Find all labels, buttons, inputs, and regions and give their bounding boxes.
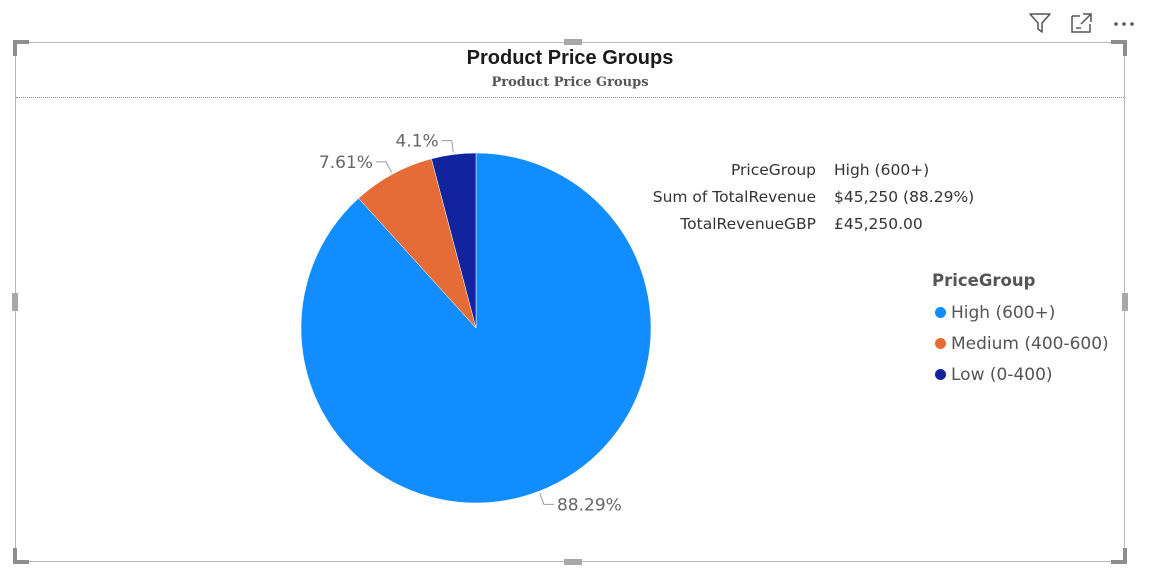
data-tooltip: PriceGroup High (600+) Sum of TotalReven… (620, 156, 975, 237)
data-label: 88.29% (557, 495, 622, 515)
chart-subtitle: Product Price Groups (491, 75, 649, 90)
legend-label: Medium (400-600) (951, 333, 1109, 354)
resize-handle-right[interactable] (1122, 293, 1128, 311)
tooltip-key: TotalRevenueGBP (680, 214, 816, 233)
pie-slice-low[interactable] (431, 152, 477, 329)
title-divider (16, 97, 1124, 98)
resize-handle-bottom-right[interactable] (1111, 548, 1127, 564)
data-label: 4.1% (396, 132, 439, 152)
resize-handle-top-right[interactable] (1111, 40, 1127, 56)
data-label: 7.61% (319, 153, 373, 173)
tooltip-value: High (600+) (834, 160, 930, 179)
tooltip-value: £45,250.00 (834, 214, 923, 233)
tooltip-row: TotalRevenueGBP £45,250.00 (620, 210, 974, 237)
filter-icon[interactable] (1026, 9, 1054, 37)
legend-marker (935, 338, 946, 349)
tooltip-row: PriceGroup High (600+) (620, 156, 974, 183)
legend-item-high[interactable]: High (600+) (932, 297, 1109, 328)
legend-item-medium[interactable]: Medium (400-600) (932, 328, 1109, 359)
more-options-icon[interactable] (1110, 9, 1138, 37)
legend-title: PriceGroup (932, 271, 1036, 290)
legend-item-low[interactable]: Low (0-400) (932, 359, 1109, 390)
resize-handle-top-left[interactable] (13, 40, 29, 56)
legend-label: High (600+) (951, 302, 1056, 323)
data-label-leader-line (441, 140, 454, 153)
focus-mode-icon[interactable] (1068, 9, 1096, 37)
resize-handle-top[interactable] (564, 39, 582, 45)
legend-label: Low (0-400) (951, 364, 1053, 385)
tooltip-key: PriceGroup (730, 160, 816, 179)
legend-marker (935, 369, 946, 380)
resize-handle-bottom[interactable] (564, 559, 582, 565)
visual-header-toolbar (1026, 8, 1138, 38)
resize-handle-bottom-left[interactable] (13, 548, 29, 564)
data-label-leader-line (375, 161, 393, 173)
tooltip-key: Sum of TotalRevenue (652, 187, 816, 206)
pie-chart-visual[interactable]: Product Price Groups Product Price Group… (12, 39, 1128, 565)
tooltip-value: $45,250 (88.29%) (834, 187, 975, 206)
chart-title: Product Price Groups (466, 47, 674, 69)
tooltip-row: Sum of TotalRevenue $45,250 (88.29%) (620, 183, 975, 210)
data-label-leader-line (539, 492, 554, 505)
resize-handle-left[interactable] (12, 293, 18, 311)
legend-marker (935, 307, 946, 318)
chart-legend: PriceGroup High (600+) Medium (400-600) … (932, 271, 1109, 390)
